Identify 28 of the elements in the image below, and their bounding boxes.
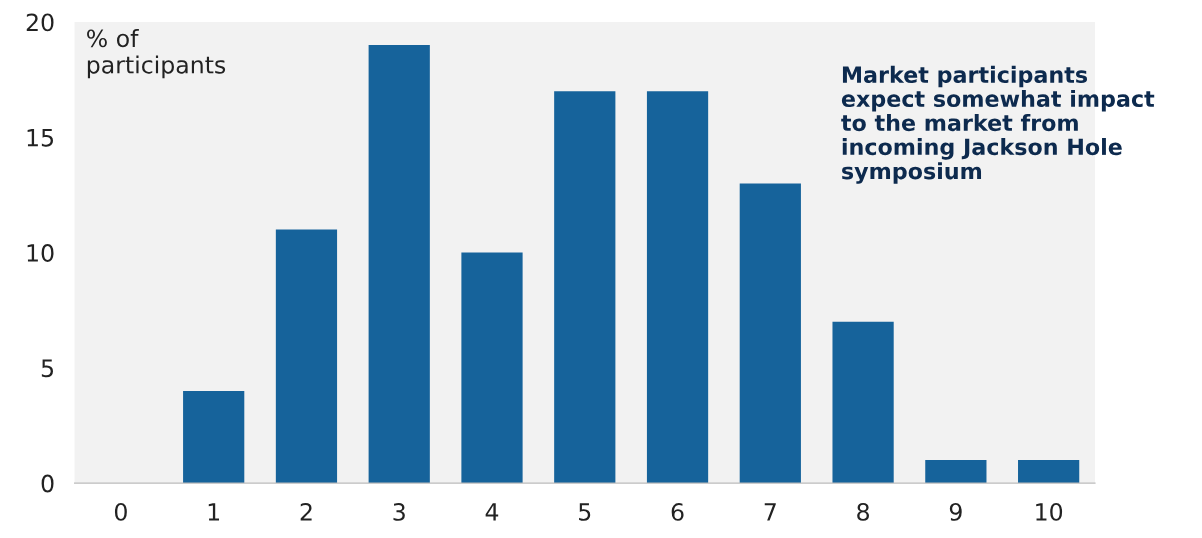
x-tick-label: 0 — [114, 502, 127, 521]
bar — [925, 460, 987, 484]
y-axis-title: % of participants — [87, 28, 226, 79]
x-tick-label: 7 — [764, 503, 776, 521]
x-tick-label: 6 — [671, 502, 684, 521]
x-tick-label: 9 — [949, 502, 962, 521]
y-tick-label: 15 — [27, 129, 54, 147]
x-tick-label: 2 — [300, 502, 312, 521]
bar — [554, 91, 616, 484]
x-tick-label: 8 — [857, 502, 869, 521]
bar — [461, 252, 523, 484]
bar — [739, 183, 801, 484]
x-tick-label: 1 — [208, 503, 220, 521]
bar — [832, 321, 894, 484]
bar — [183, 390, 245, 484]
annotation: Market participants expect somewhat impact to the market from incoming Jackson Hole symposium — [841, 65, 1155, 184]
bar — [368, 45, 430, 484]
y-tick-label: 20 — [26, 13, 54, 32]
y-tick-label: 0 — [41, 474, 54, 493]
y-tick-label: 10 — [27, 244, 54, 262]
x-tick-label: 4 — [485, 503, 499, 521]
bar — [275, 229, 338, 484]
bar — [1018, 460, 1080, 484]
bar — [646, 91, 709, 484]
x-tick-label: 5 — [579, 503, 591, 521]
x-tick-label: 3 — [393, 502, 405, 521]
y-tick-label: 5 — [41, 359, 54, 378]
x-tick-label: 10 — [1036, 502, 1063, 521]
